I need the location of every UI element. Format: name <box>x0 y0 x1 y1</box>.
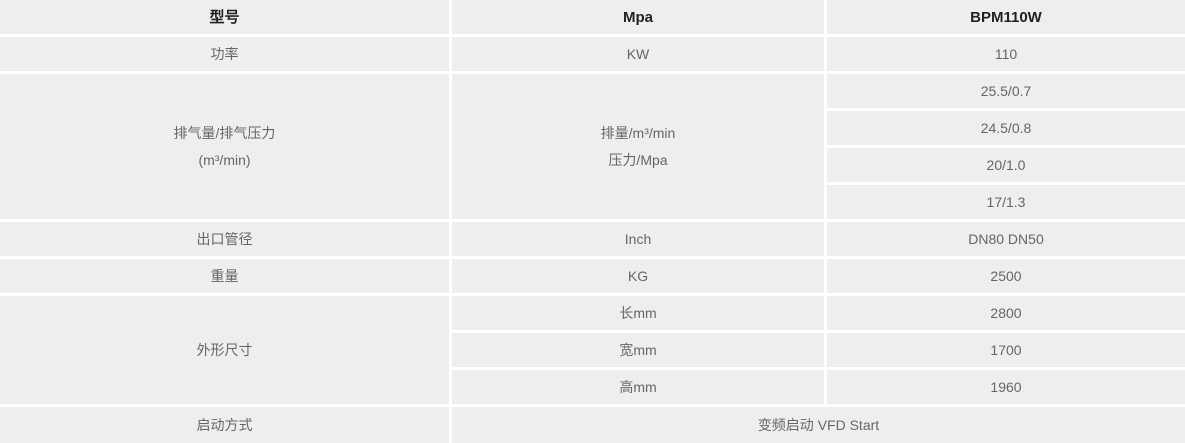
outlet-unit: Inch <box>452 222 824 256</box>
weight-unit: KG <box>452 259 824 293</box>
dimension-length-unit: 长mm <box>452 296 824 330</box>
header-unit-label: Mpa <box>452 0 824 34</box>
outlet-label: 出口管径 <box>0 222 449 256</box>
power-value: 110 <box>827 37 1185 71</box>
dimension-height-value: 1960 <box>827 370 1185 404</box>
discharge-unit: 排量/m³/min 压力/Mpa <box>452 74 824 219</box>
power-unit: KW <box>452 37 824 71</box>
start-mode-label: 启动方式 <box>0 407 449 443</box>
discharge-value-3: 20/1.0 <box>827 148 1185 182</box>
discharge-value-1: 25.5/0.7 <box>827 74 1185 108</box>
outlet-value: DN80 DN50 <box>827 222 1185 256</box>
dimensions-label: 外形尺寸 <box>0 296 449 404</box>
discharge-label-line1: 排气量/排气压力 <box>173 124 276 141</box>
dimension-height-unit: 高mm <box>452 370 824 404</box>
start-mode-value: 变频启动 VFD Start <box>452 407 1185 443</box>
dimension-width-value: 1700 <box>827 333 1185 367</box>
discharge-value-4: 17/1.3 <box>827 185 1185 219</box>
discharge-label: 排气量/排气压力 (m³/min) <box>0 74 449 219</box>
discharge-unit-line2: 压力/Mpa <box>608 151 668 168</box>
header-model-label: 型号 <box>0 0 449 34</box>
header-model-value: BPM110W <box>827 0 1185 34</box>
power-label: 功率 <box>0 37 449 71</box>
discharge-value-2: 24.5/0.8 <box>827 111 1185 145</box>
discharge-label-line2: (m³/min) <box>198 151 251 168</box>
weight-label: 重量 <box>0 259 449 293</box>
weight-value: 2500 <box>827 259 1185 293</box>
dimension-width-unit: 宽mm <box>452 333 824 367</box>
dimension-length-value: 2800 <box>827 296 1185 330</box>
discharge-unit-line1: 排量/m³/min <box>600 124 676 141</box>
